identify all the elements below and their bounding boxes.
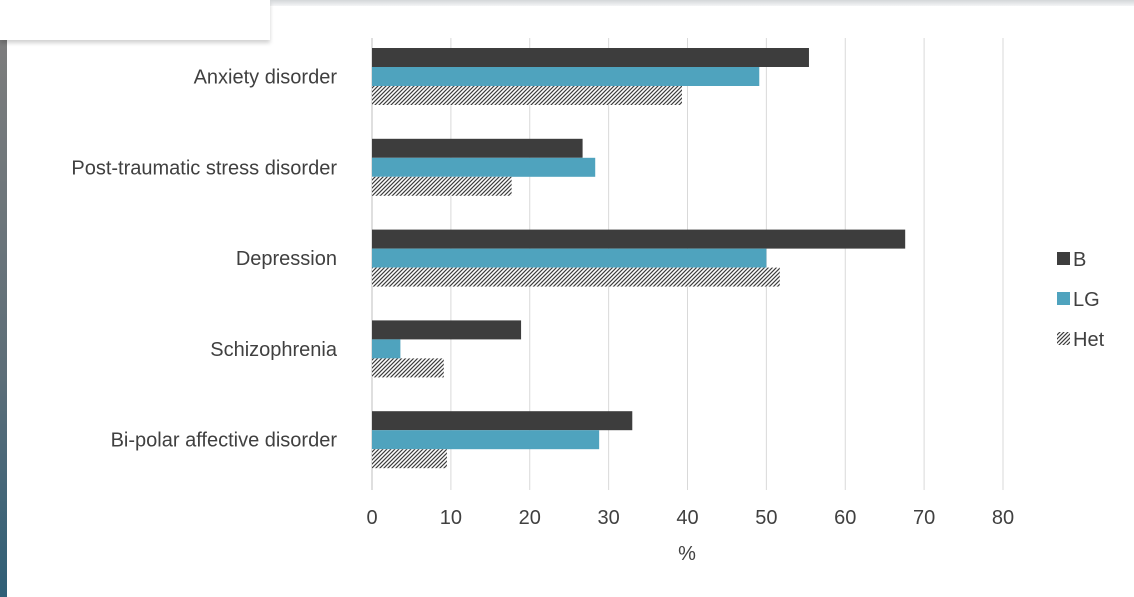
- bar-b-3: [372, 229, 906, 249]
- bar-b-1: [372, 48, 809, 67]
- bar-het-5: [372, 449, 447, 469]
- bar-het-3: [372, 267, 780, 287]
- bar-b-4: [372, 320, 522, 340]
- x-tick-label: 80: [992, 507, 1014, 529]
- bar-b-2: [372, 138, 583, 158]
- bar-het-1: [372, 86, 682, 105]
- bar-het-2: [372, 176, 512, 196]
- x-tick-label: 40: [676, 507, 698, 529]
- category-label: Post-traumatic stress disorder: [71, 157, 337, 179]
- bar-lg-4: [372, 339, 401, 359]
- x-axis-title: %: [678, 543, 696, 565]
- x-tick-label: 60: [834, 507, 856, 529]
- bar-het-4: [372, 358, 444, 378]
- x-tick-label: 70: [913, 507, 935, 529]
- legend-swatch-b: [1057, 252, 1070, 265]
- x-tick-label: 20: [519, 507, 541, 529]
- top-edge-decoration: [270, 0, 1134, 6]
- category-label: Bi-polar affective disorder: [111, 430, 338, 452]
- category-labels: Anxiety disorder Post-traumatic stress di…: [71, 67, 338, 452]
- x-tick-labels: 0 10 20 30 40 50 60 70 80: [366, 507, 1014, 529]
- bar-lg-3: [372, 248, 767, 268]
- x-tick-label: 50: [755, 507, 777, 529]
- x-tick-label: 30: [598, 507, 620, 529]
- x-tick-label: 10: [440, 507, 462, 529]
- bar-b-5: [372, 411, 633, 431]
- left-edge-decoration: [0, 40, 7, 597]
- category-label: Schizophrenia: [210, 339, 338, 361]
- legend-swatch-het: [1057, 332, 1070, 345]
- x-tick-label: 0: [366, 507, 377, 529]
- bar-lg-2: [372, 157, 596, 177]
- top-corner-panel: [0, 0, 270, 40]
- legend: B LG Het: [1057, 249, 1105, 351]
- bar-lg-1: [372, 67, 760, 86]
- legend-label-het: Het: [1073, 329, 1105, 351]
- legend-label-lg: LG: [1073, 289, 1100, 311]
- legend-swatch-lg: [1057, 292, 1070, 305]
- bars: [372, 48, 906, 469]
- bar-lg-5: [372, 430, 600, 450]
- category-label: Anxiety disorder: [194, 67, 338, 89]
- legend-label-b: B: [1073, 249, 1086, 271]
- category-label: Depression: [236, 248, 337, 270]
